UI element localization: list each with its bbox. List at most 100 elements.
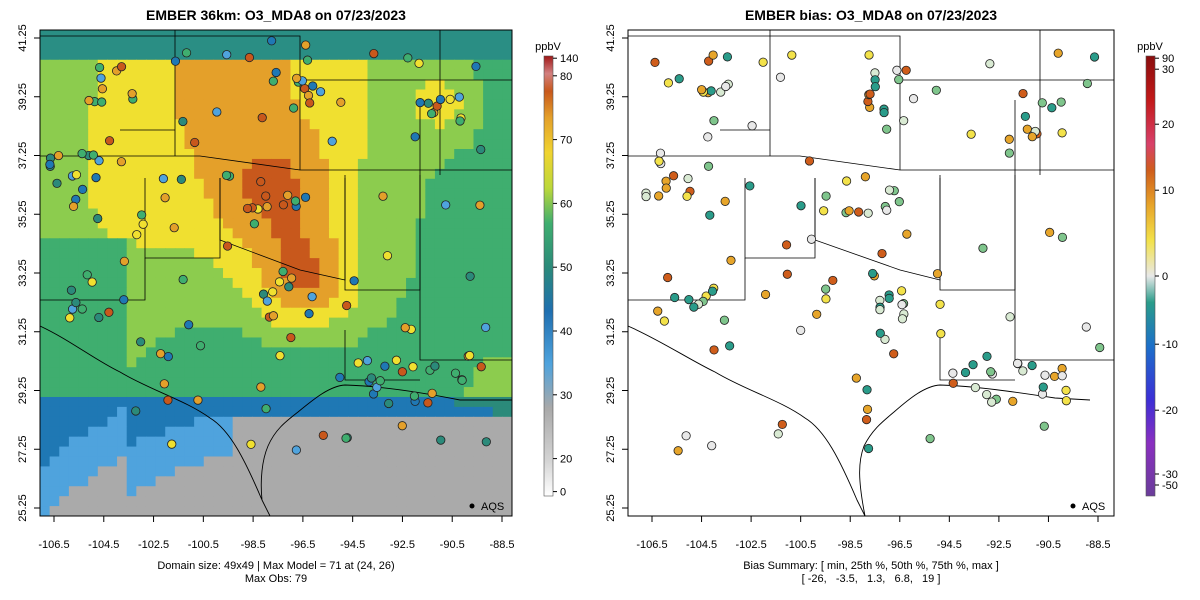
model-grid-cell (300, 69, 311, 81)
model-grid-cell (145, 178, 157, 190)
model-grid-cell (174, 268, 186, 279)
model-grid-cell (492, 277, 503, 289)
model-grid-cell (232, 158, 243, 170)
model-grid-cell (40, 387, 51, 398)
model-grid-cell (68, 238, 80, 249)
model-grid-cell (386, 69, 398, 81)
model-grid-cell (406, 158, 417, 170)
aqs-site-marker (104, 136, 115, 146)
model-grid-cell (290, 327, 301, 339)
model-grid-cell (473, 297, 484, 309)
model-grid-cell (328, 456, 340, 468)
model-grid-cell (155, 238, 166, 249)
model-grid-cell (406, 238, 417, 249)
model-grid-cell (367, 208, 378, 220)
model-grid-cell (386, 158, 398, 170)
model-grid-cell (290, 426, 301, 438)
model-grid-cell (473, 238, 484, 249)
model-grid-cell (40, 377, 51, 388)
aqs-site-marker (863, 443, 874, 454)
model-grid-cell (165, 367, 176, 378)
model-grid-cell (377, 277, 388, 289)
model-grid-cell (59, 327, 70, 339)
model-grid-cell (425, 139, 436, 150)
model-grid-cell (357, 79, 369, 91)
model-grid-cell (502, 228, 512, 239)
model-grid-cell (145, 496, 157, 507)
model-grid-cell (107, 178, 118, 190)
model-grid-cell (145, 347, 157, 358)
model-grid-cell (242, 208, 253, 220)
model-grid-cell (213, 149, 224, 160)
model-grid-cell (492, 99, 503, 110)
model-grid-cell (377, 59, 388, 71)
model-grid-cell (145, 79, 157, 91)
model-grid-cell (406, 208, 417, 220)
model-grid-cell (68, 466, 80, 477)
model-grid-cell (271, 79, 282, 91)
model-grid-cell (223, 287, 234, 299)
model-grid-cell (117, 188, 128, 200)
model-grid-cell (155, 396, 166, 408)
model-grid-cell (444, 248, 455, 259)
model-grid-cell (280, 327, 292, 339)
aqs-site-marker (212, 107, 222, 117)
model-grid-cell (68, 228, 80, 239)
model-grid-cell (126, 486, 137, 497)
right-y-tick-label: 39.25 (605, 83, 617, 111)
model-grid-cell (434, 188, 446, 200)
model-grid-cell (88, 79, 99, 91)
model-grid-cell (126, 337, 137, 348)
model-grid-cell (213, 178, 224, 190)
model-grid-cell (213, 208, 224, 220)
model-grid-cell (463, 456, 475, 468)
aqs-site-marker (304, 309, 314, 319)
model-grid-cell (377, 387, 388, 398)
model-grid-cell (78, 476, 89, 487)
model-grid-cell (68, 367, 80, 378)
model-grid-cell (174, 228, 186, 239)
model-grid-cell (300, 277, 311, 289)
model-grid-cell (377, 396, 388, 408)
model-grid-cell (165, 406, 176, 418)
model-grid-cell (194, 496, 205, 507)
model-grid-cell (126, 238, 137, 249)
model-grid-cell (319, 238, 330, 249)
model-grid-cell (165, 337, 176, 348)
model-grid-cell (338, 396, 349, 408)
model-grid-cell (126, 506, 137, 516)
model-grid-cell (88, 109, 99, 120)
model-grid-cell (309, 396, 320, 408)
aqs-site-marker (127, 89, 137, 99)
aqs-site-marker (184, 320, 194, 330)
model-grid-cell (213, 476, 224, 487)
model-grid-cell (145, 139, 157, 150)
model-grid-cell (271, 119, 282, 130)
model-grid-cell (223, 406, 234, 418)
model-grid-cell (88, 377, 99, 388)
aqs-site-marker (725, 341, 735, 351)
aqs-site-marker (249, 219, 260, 229)
model-grid-cell (145, 119, 157, 130)
model-grid-cell (251, 277, 263, 289)
model-grid-cell (59, 89, 70, 101)
model-grid-cell (338, 476, 349, 487)
aqs-site-marker (879, 107, 889, 118)
model-grid-cell (348, 506, 359, 516)
model-grid-cell (203, 178, 214, 190)
aqs-site-marker (138, 219, 148, 229)
model-grid-cell (223, 357, 234, 368)
model-grid-cell (68, 79, 80, 91)
model-grid-cell (107, 476, 118, 487)
model-grid-cell (386, 258, 398, 269)
model-grid-cell (386, 506, 398, 516)
model-grid-cell (232, 198, 243, 210)
model-grid-cell (232, 69, 243, 81)
model-grid-cell (184, 456, 195, 468)
model-grid-cell (126, 99, 137, 110)
model-grid-cell (444, 218, 455, 229)
model-grid-cell (194, 436, 205, 448)
model-grid-cell (463, 248, 475, 259)
model-grid-cell (280, 436, 292, 448)
left-colorbar-unit: ppbV (535, 41, 561, 53)
